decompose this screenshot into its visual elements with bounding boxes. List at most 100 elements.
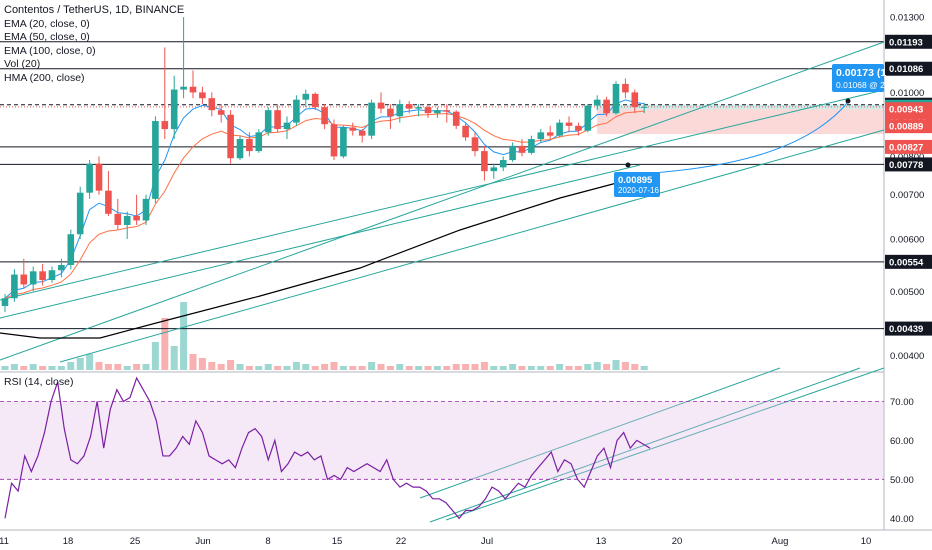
rsi-title: RSI (14, close) (4, 376, 74, 388)
time-tick-label: Jun (195, 536, 210, 547)
entry-label: 0.00895 (618, 175, 653, 186)
candle-body (349, 127, 357, 131)
candle-body (217, 110, 225, 115)
target-label: 0.00173 (1 (836, 67, 886, 79)
volume-bar (490, 366, 498, 370)
candle-body (274, 110, 281, 130)
volume-bar (433, 366, 441, 370)
volume-bar (123, 366, 131, 370)
candle-body (405, 104, 413, 109)
volume-bar (114, 364, 122, 370)
rsi-line (4, 376, 651, 520)
candle-body (481, 151, 488, 172)
volume-bar (321, 364, 329, 370)
volume-bar (29, 364, 37, 370)
candle-body (39, 271, 46, 281)
loss-zone (597, 109, 884, 135)
price-badge-label: 0.00943 (889, 105, 923, 116)
candle-body (199, 92, 206, 99)
candle-body (528, 139, 535, 153)
volume-bar (95, 362, 103, 370)
candle-body (180, 86, 187, 90)
volume-bar (330, 362, 338, 370)
candle-body (189, 86, 197, 93)
time-tick-label: Jul (481, 536, 493, 547)
volume-bar (565, 366, 573, 370)
volume-bar (509, 364, 517, 370)
volume-bar (546, 366, 554, 370)
candle-body (11, 274, 18, 299)
volume-bar (640, 366, 648, 370)
volume-bar (217, 364, 225, 370)
rsi-channel-line (419, 367, 781, 499)
volume-bar (593, 362, 601, 370)
volume-bar (537, 366, 545, 370)
price-badge (885, 157, 932, 172)
volume-bar (471, 364, 479, 370)
volume-bar (57, 366, 65, 370)
candle-body (509, 145, 516, 161)
price-tick-label: 0.00400 (890, 351, 924, 362)
legend-ema20: EMA (20, close, 0) (4, 17, 90, 30)
volume-bar (20, 366, 28, 370)
candle-body (565, 122, 573, 126)
target-point (845, 98, 851, 104)
hma-line (0, 179, 629, 339)
time-tick-label: 15 (332, 536, 343, 547)
price-tick-label: 0.00600 (890, 234, 924, 245)
candle-body (358, 130, 366, 136)
candle-body (622, 83, 629, 93)
volume-bar (603, 364, 611, 370)
legend-hma: HMA (200, close) (4, 71, 85, 84)
candle-body (58, 264, 65, 271)
volume-bar (170, 346, 178, 370)
volume-bar (574, 366, 582, 370)
volume-bar (480, 362, 488, 370)
rsi-channel-line (445, 367, 885, 521)
volume-bar (76, 358, 84, 370)
candle-body (114, 213, 122, 225)
rsi-tick-label: 60.00 (890, 436, 914, 447)
price-axis: 0.013000.011000.010000.009000.008000.007… (885, 13, 932, 525)
time-tick-label: 8 (265, 536, 270, 547)
rsi-band (0, 401, 884, 480)
price-tick-label: 0.00500 (890, 287, 924, 298)
candle-body (86, 163, 93, 193)
candle-body (499, 160, 507, 168)
channel-line (59, 129, 885, 363)
volume-bar (631, 364, 639, 370)
position-zones (597, 104, 884, 135)
price-badge-label: 0.01193 (889, 37, 923, 48)
candle-body (631, 92, 639, 108)
candle-body (443, 110, 451, 112)
legend-ema50: EMA (50, close, 0) (4, 31, 90, 44)
volume-bar (527, 366, 535, 370)
legend-ema100: EMA (100, close, 0) (4, 44, 96, 57)
horizontal-levels (0, 41, 884, 330)
candle-body (415, 107, 422, 109)
price-badge (885, 34, 932, 49)
rsi-pane (0, 376, 884, 520)
candle-body (584, 105, 592, 131)
candle-body (537, 132, 545, 140)
candle-body (368, 102, 375, 136)
candle-body (490, 167, 498, 172)
legend-vol: Vol (20) (4, 58, 41, 71)
candle-body (546, 132, 554, 136)
candle-body (603, 99, 610, 114)
candle-body (152, 121, 159, 199)
time-tick-label: 20 (672, 536, 683, 547)
volume-bar (1, 366, 9, 370)
volume-bar (349, 366, 357, 370)
volume-bar (264, 364, 272, 370)
price-badge-label: 0.01086 (889, 64, 923, 75)
candle-body (123, 215, 131, 225)
price-badge-label: 0.00439 (889, 324, 923, 335)
price-badge-label: 0.00778 (889, 160, 923, 171)
candle-body (20, 274, 28, 285)
volume-bar (302, 364, 310, 370)
volume-bar (396, 364, 404, 370)
trend-channels (0, 41, 885, 523)
volume-bar (358, 366, 366, 370)
candle-body (95, 163, 103, 191)
